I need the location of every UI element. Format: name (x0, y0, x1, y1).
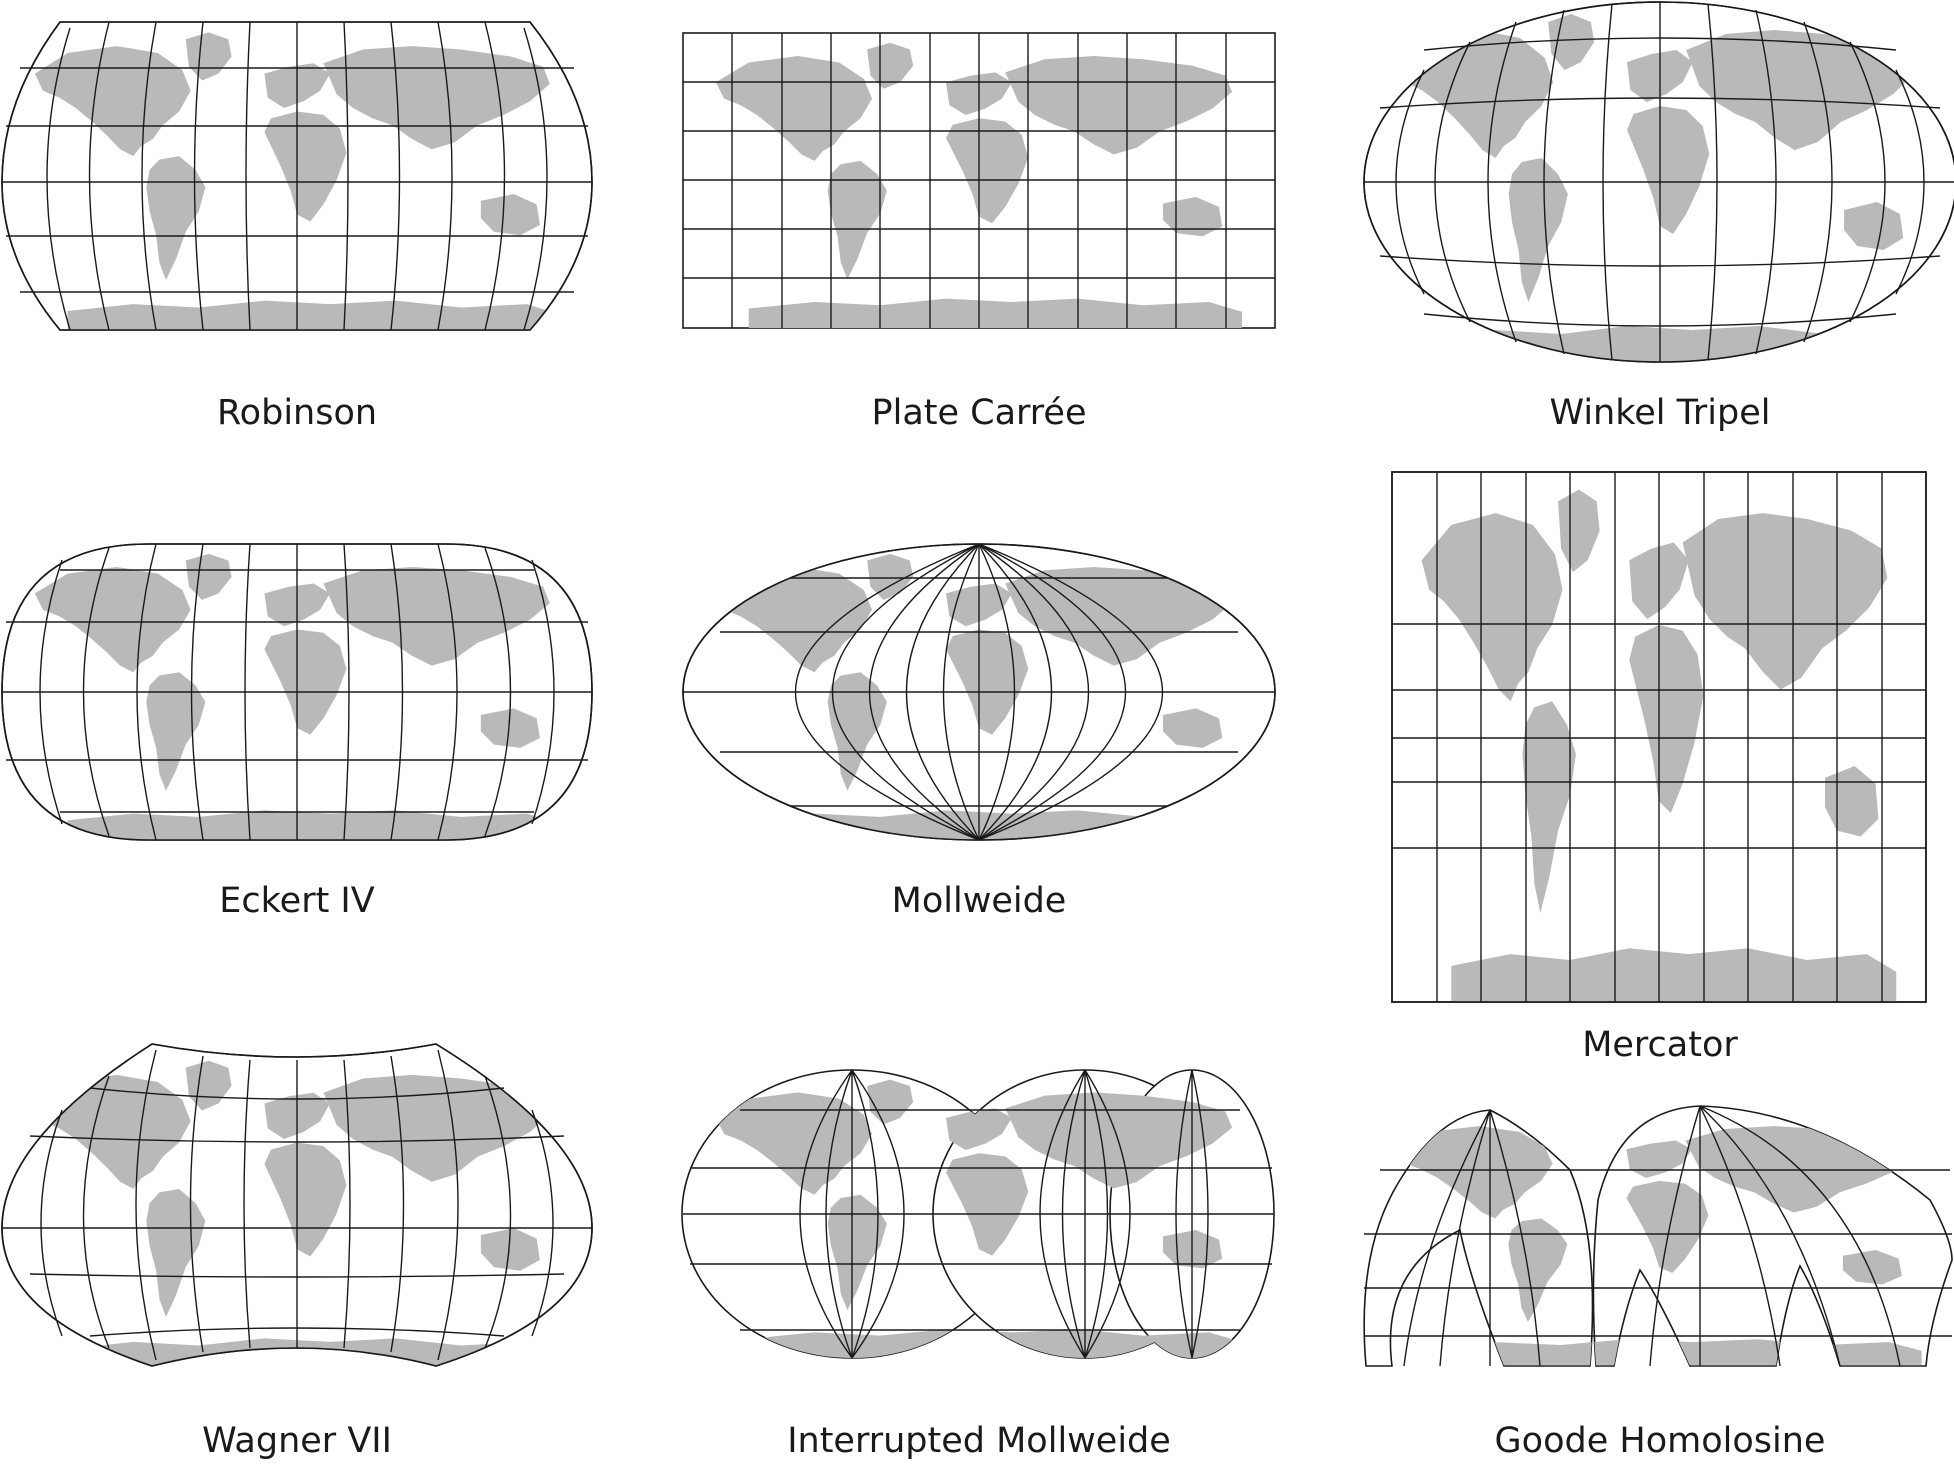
map-plate-carree (682, 32, 1276, 329)
caption-interrupted-mollweide: Interrupted Mollweide (787, 1421, 1171, 1461)
graticule (1364, 2, 1954, 362)
caption-eckert-iv: Eckert IV (219, 881, 374, 921)
map-mollweide (682, 543, 1276, 841)
graticule (683, 33, 1275, 328)
map-interrupted-mollweide (681, 1069, 1275, 1359)
caption-mollweide: Mollweide (892, 881, 1067, 921)
caption-robinson: Robinson (217, 393, 377, 433)
caption-winkel-tripel: Winkel Tripel (1550, 393, 1771, 433)
graticule (1364, 1105, 1952, 1367)
caption-mercator: Mercator (1582, 1025, 1738, 1065)
map-robinson (1, 21, 593, 331)
graticule (683, 543, 1275, 841)
map-wagner-vii (1, 1043, 593, 1367)
map-winkel-tripel (1363, 1, 1954, 363)
graticule (1392, 472, 1926, 1002)
graticule (2, 21, 592, 331)
map-goode-homolosine (1363, 1105, 1953, 1367)
graticule (2, 543, 592, 841)
caption-plate-carree: Plate Carrée (871, 393, 1086, 433)
map-eckert-iv (1, 543, 593, 841)
map-mercator (1391, 471, 1927, 1003)
graticule (2, 1049, 592, 1361)
graticule (683, 1069, 1274, 1359)
caption-goode-homolosine: Goode Homolosine (1495, 1421, 1826, 1461)
caption-wagner-vii: Wagner VII (202, 1421, 392, 1461)
